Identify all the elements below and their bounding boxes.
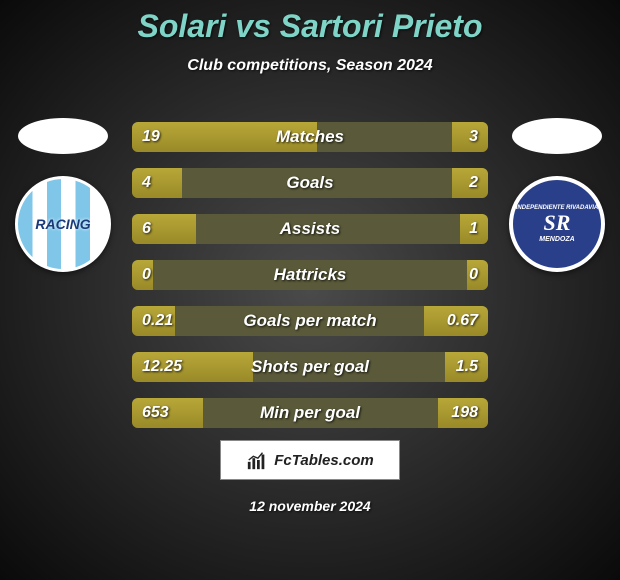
stat-row: 193Matches: [132, 122, 488, 152]
stat-label: Shots per goal: [132, 352, 488, 382]
page-subtitle: Club competitions, Season 2024: [0, 57, 620, 75]
stat-label: Goals per match: [132, 306, 488, 336]
stat-row: 61Assists: [132, 214, 488, 244]
branding-box: FcTables.com: [220, 440, 400, 480]
stats-bars: 193Matches 42Goals 61Assists 00Hattricks 0.2…: [132, 122, 488, 444]
player-right-crest: INDEPENDIENTE RIVADAVIA SR MENDOZA: [509, 176, 605, 272]
stat-row: 12.251.5Shots per goal: [132, 352, 488, 382]
crest-right-mono: SR: [544, 211, 571, 235]
crest-left-text: RACING: [35, 216, 90, 232]
crest-right-bottom: MENDOZA: [539, 236, 574, 244]
stat-row: 0.210.67Goals per match: [132, 306, 488, 336]
stat-label: Assists: [132, 214, 488, 244]
player-right: INDEPENDIENTE RIVADAVIA SR MENDOZA: [502, 118, 612, 272]
player-left-crest: RACING: [15, 176, 111, 272]
stat-label: Goals: [132, 168, 488, 198]
page-title: Solari vs Sartori Prieto: [0, 0, 620, 45]
stat-label: Matches: [132, 122, 488, 152]
player-left: RACING: [8, 118, 118, 272]
stat-row: 42Goals: [132, 168, 488, 198]
stat-row: 653198Min per goal: [132, 398, 488, 428]
stat-row: 00Hattricks: [132, 260, 488, 290]
branding-text: FcTables.com: [274, 452, 373, 469]
player-right-head: [512, 118, 602, 154]
branding-icon: [246, 449, 268, 471]
date-text: 12 november 2024: [0, 498, 620, 514]
stat-label: Hattricks: [132, 260, 488, 290]
stat-label: Min per goal: [132, 398, 488, 428]
player-left-head: [18, 118, 108, 154]
